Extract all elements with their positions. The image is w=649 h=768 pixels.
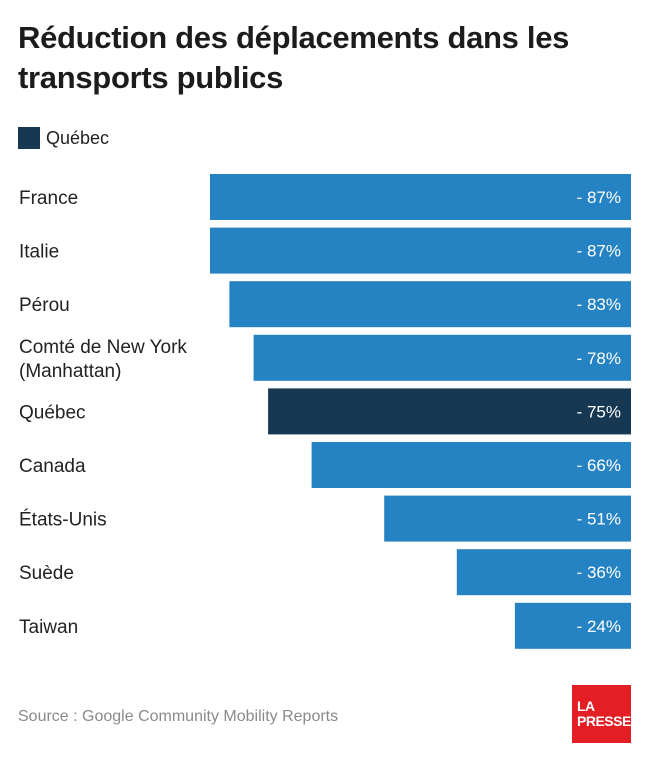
legend-swatch — [18, 127, 40, 149]
value-label-7: - 36% — [577, 563, 621, 582]
value-label-6: - 51% — [577, 510, 621, 529]
category-label-0: France — [19, 188, 78, 209]
value-label-0: - 87% — [577, 188, 621, 207]
bar-3 — [253, 334, 631, 381]
bar-2 — [229, 281, 631, 328]
bar-8 — [514, 602, 631, 649]
value-label-5: - 66% — [577, 456, 621, 475]
bar-4 — [268, 388, 631, 435]
bar-1 — [210, 227, 631, 274]
category-label-2: Pérou — [19, 295, 70, 316]
category-label-5: Canada — [19, 456, 86, 477]
value-label-3: - 78% — [577, 349, 621, 368]
bar-0 — [210, 174, 631, 220]
value-label-4: - 75% — [577, 402, 621, 421]
category-label-1: Italie — [19, 242, 59, 263]
category-label-8: Taiwan — [19, 617, 78, 638]
category-label-6: États-Unis — [19, 510, 107, 531]
category-label-4: Québec — [19, 402, 86, 423]
legend: Québec — [18, 126, 109, 150]
source-note: Source : Google Community Mobility Repor… — [18, 708, 339, 725]
bar-6 — [384, 495, 631, 542]
legend-label: Québec — [46, 127, 110, 148]
bar-chart: - 87% France - 87% Italie - 83% Pérou - 78% Com… — [19, 174, 631, 649]
bar-5 — [311, 442, 631, 488]
bar-7 — [456, 549, 631, 596]
logo-line-1: LA — [577, 698, 595, 714]
value-label-2: - 83% — [577, 295, 621, 314]
value-label-8: - 24% — [577, 617, 621, 636]
logo-line-2: PRESSE — [577, 713, 631, 729]
category-label-3: Comté de New York (Manhattan) — [19, 337, 187, 382]
la-presse-logo: LA PRESSE — [572, 685, 631, 743]
chart-title: Réduction des déplacements dans les tran… — [18, 20, 570, 95]
category-label-7: Suède — [19, 563, 74, 584]
value-label-1: - 87% — [577, 242, 621, 261]
